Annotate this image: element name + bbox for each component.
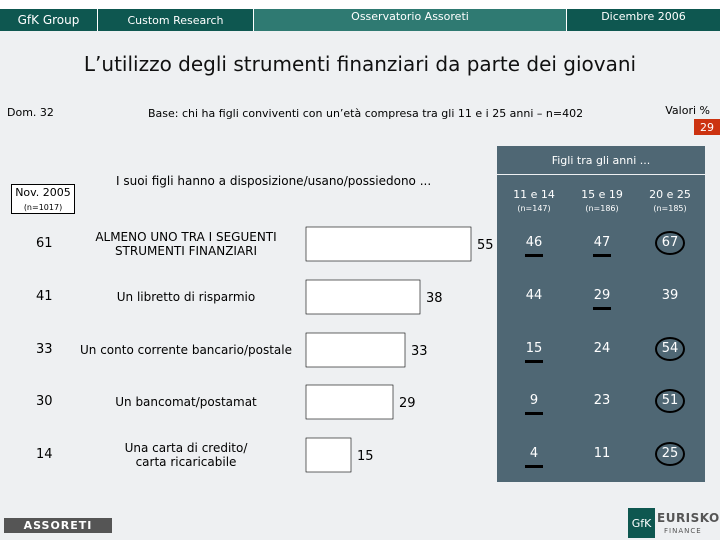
date-label: Dicembre 2006: [567, 9, 720, 31]
age-value-cell: 4: [499, 446, 569, 468]
bar: [305, 332, 406, 368]
age-group-panel: 11 e 14 (n=147) 15 e 19 (n=186) 20 e 25 (n=18…: [497, 175, 705, 482]
item-label-line: Un conto corrente bancario/postale: [80, 343, 292, 357]
significance-circle: [654, 441, 685, 466]
age-value: 23: [593, 393, 611, 408]
significance-underline: [525, 360, 543, 363]
top-bar: GfK Group Custom Research Osservatorio A…: [0, 0, 720, 31]
base-note: Base: chi ha figli conviventi con un’età…: [148, 107, 584, 120]
item-label-line: STRUMENTI FINANZIARI: [114, 244, 258, 258]
age-column-label: 11 e 14: [513, 188, 555, 201]
age-value: 15: [525, 341, 543, 356]
bar: [305, 279, 421, 315]
item-label: Un bancomat/postamat: [71, 395, 301, 409]
item-label: Un libretto di risparmio: [71, 290, 301, 304]
bar-value-label: 38: [426, 291, 443, 306]
eurisko-logo: EURISKO: [657, 511, 720, 525]
age-value-cell: 47: [567, 235, 637, 257]
significance-underline: [525, 465, 543, 468]
item-label: Un conto corrente bancario/postale: [71, 343, 301, 357]
item-label-line: ALMENO UNO TRA I SEGUENTI: [95, 230, 277, 244]
significance-circle: [654, 388, 685, 413]
age-value-cell: 25: [635, 441, 705, 466]
question-text: I suoi figli hanno a disposizione/usano/…: [116, 174, 432, 188]
age-value: 67: [654, 230, 685, 255]
age-value-cell: 9: [499, 393, 569, 415]
previous-wave-n: (n=1017): [23, 203, 63, 212]
question-code: Dom. 32: [7, 106, 54, 119]
age-value-cell: 23: [567, 393, 637, 408]
bar-value-label: 29: [399, 396, 416, 411]
section-label: Custom Research: [98, 9, 253, 31]
previous-value: 30: [36, 394, 53, 409]
age-column-n: (n=185): [653, 204, 687, 213]
previous-wave-label: Nov. 2005: [15, 186, 71, 199]
assoreti-logo: ASSORETI: [4, 518, 112, 533]
significance-underline: [593, 307, 611, 310]
study-label: Osservatorio Assoreti: [254, 9, 566, 31]
age-value: 29: [593, 288, 611, 303]
age-value-cell: 46: [499, 235, 569, 257]
age-value-cell: 11: [567, 446, 637, 461]
gfk-logo: GfK: [628, 508, 655, 538]
age-value: 47: [593, 235, 611, 250]
age-value-cell: 29: [567, 288, 637, 310]
age-value: 9: [529, 393, 539, 408]
age-column-label: 15 e 19: [581, 188, 623, 201]
previous-value: 33: [36, 342, 53, 357]
significance-circle: [654, 230, 685, 255]
age-value-cell: 67: [635, 230, 705, 255]
age-value: 4: [529, 446, 539, 461]
previous-value: 14: [36, 447, 53, 462]
age-value: 24: [593, 341, 611, 356]
significance-underline: [525, 254, 543, 257]
bar-value-label: 55: [477, 238, 494, 253]
item-label-line: Un bancomat/postamat: [115, 395, 257, 409]
previous-wave-box: Nov. 2005 (n=1017): [11, 184, 75, 214]
item-label-line: Una carta di credito/: [124, 441, 248, 455]
item-label: Una carta di credito/carta ricaricabile: [71, 441, 301, 469]
age-group-header: Figli tra gli anni ...: [497, 146, 705, 174]
previous-value: 41: [36, 289, 53, 304]
age-value-cell: 54: [635, 336, 705, 361]
previous-value: 61: [36, 236, 53, 251]
significance-underline: [525, 412, 543, 415]
bar-value-label: 15: [357, 449, 374, 464]
significance-circle: [654, 336, 685, 361]
values-unit: Valori %: [665, 104, 710, 117]
bar-value-label: 33: [411, 344, 428, 359]
bar: [305, 437, 352, 473]
bar: [305, 384, 394, 420]
item-label-line: Un libretto di risparmio: [116, 290, 256, 304]
age-value-cell: 39: [635, 288, 705, 303]
finance-logo: FINANCE: [664, 527, 702, 535]
age-column-header: 11 e 14 (n=147): [499, 188, 569, 213]
brand-label: GfK Group: [0, 9, 97, 31]
age-value: 51: [654, 388, 685, 413]
age-column-header: 15 e 19 (n=186): [567, 188, 637, 213]
age-value: 44: [525, 288, 543, 303]
age-value: 54: [654, 336, 685, 361]
page-number: 29: [694, 119, 720, 135]
age-column-n: (n=186): [585, 204, 619, 213]
age-value: 46: [525, 235, 543, 250]
significance-underline: [593, 254, 611, 257]
age-value-cell: 51: [635, 388, 705, 413]
bar: [305, 226, 472, 262]
item-label: ALMENO UNO TRA I SEGUENTI STRUMENTI FINAN…: [71, 230, 301, 258]
age-column-label: 20 e 25: [649, 188, 691, 201]
age-value-cell: 15: [499, 341, 569, 363]
item-label-line: carta ricaricabile: [135, 455, 237, 469]
age-column-n: (n=147): [517, 204, 551, 213]
age-value-cell: 24: [567, 341, 637, 356]
age-value: 25: [654, 441, 685, 466]
age-value: 11: [593, 446, 611, 461]
age-value: 39: [661, 288, 679, 303]
age-value-cell: 44: [499, 288, 569, 303]
page-title: L’utilizzo degli strumenti finanziari da…: [83, 52, 637, 76]
age-column-header: 20 e 25 (n=185): [635, 188, 705, 213]
